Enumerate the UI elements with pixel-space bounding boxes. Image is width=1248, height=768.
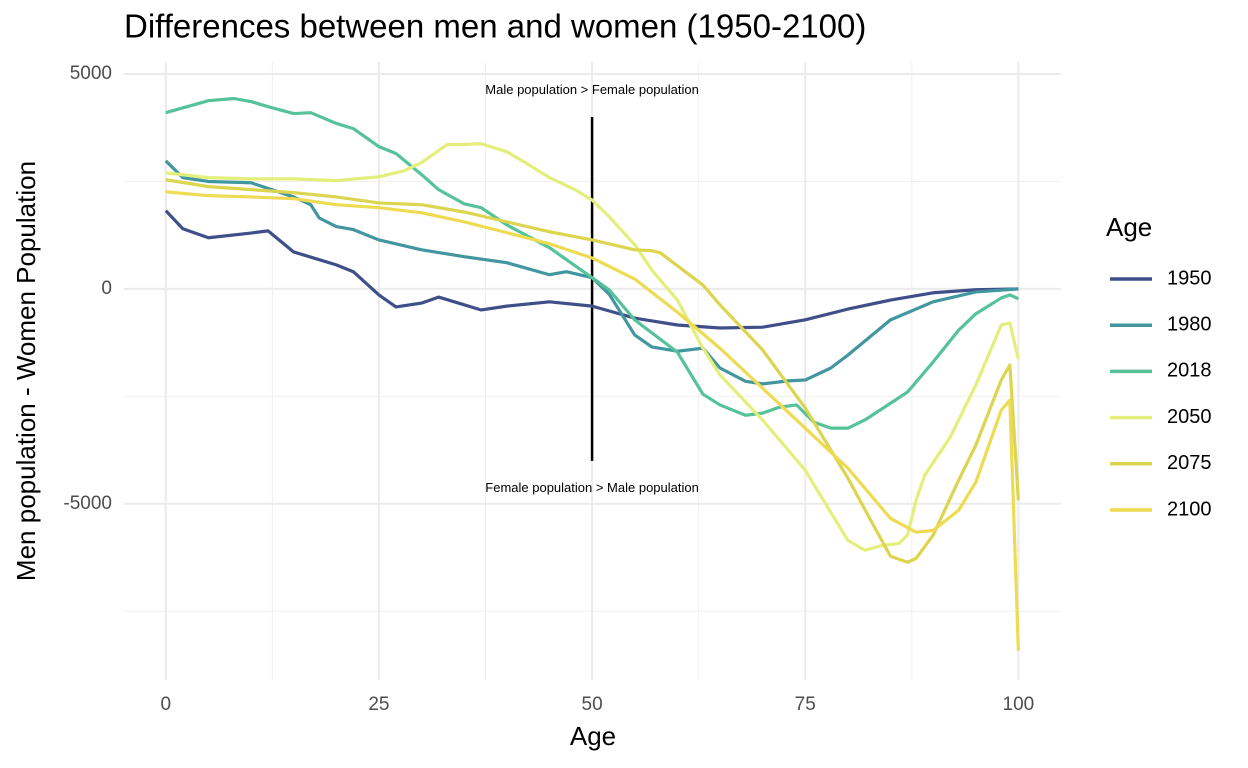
series-line [164, 209, 1019, 330]
legend-label: 2050 [1167, 406, 1212, 428]
y-tick-label: 0 [101, 278, 112, 299]
legend-label: 1950 [1167, 267, 1212, 289]
chart-title: Differences between men and women (1950-… [124, 8, 866, 45]
y-tick-label: -5000 [63, 493, 112, 514]
legend-label: 2100 [1167, 498, 1212, 520]
series-line [165, 190, 1020, 651]
x-tick-label: 100 [1003, 694, 1035, 715]
y-axis-label: Men population - Women Population [11, 161, 41, 581]
x-tick-label: 75 [795, 694, 816, 715]
x-tick-label: 25 [368, 694, 389, 715]
x-tick-label: 0 [160, 694, 171, 715]
x-axis-label: Age [570, 721, 616, 751]
legend-label: 1980 [1167, 313, 1212, 335]
legend-title: Age [1106, 212, 1152, 242]
x-tick-label: 50 [582, 694, 603, 715]
y-tick-label: 5000 [70, 63, 112, 84]
legend-label: 2018 [1167, 360, 1212, 382]
legend-label: 2075 [1167, 452, 1212, 474]
series-line [164, 159, 1019, 386]
series-line [165, 142, 1020, 552]
annotation: Female population > Male population [485, 480, 699, 495]
series-line [165, 96, 1020, 430]
annotation: Male population > Female population [485, 82, 699, 97]
